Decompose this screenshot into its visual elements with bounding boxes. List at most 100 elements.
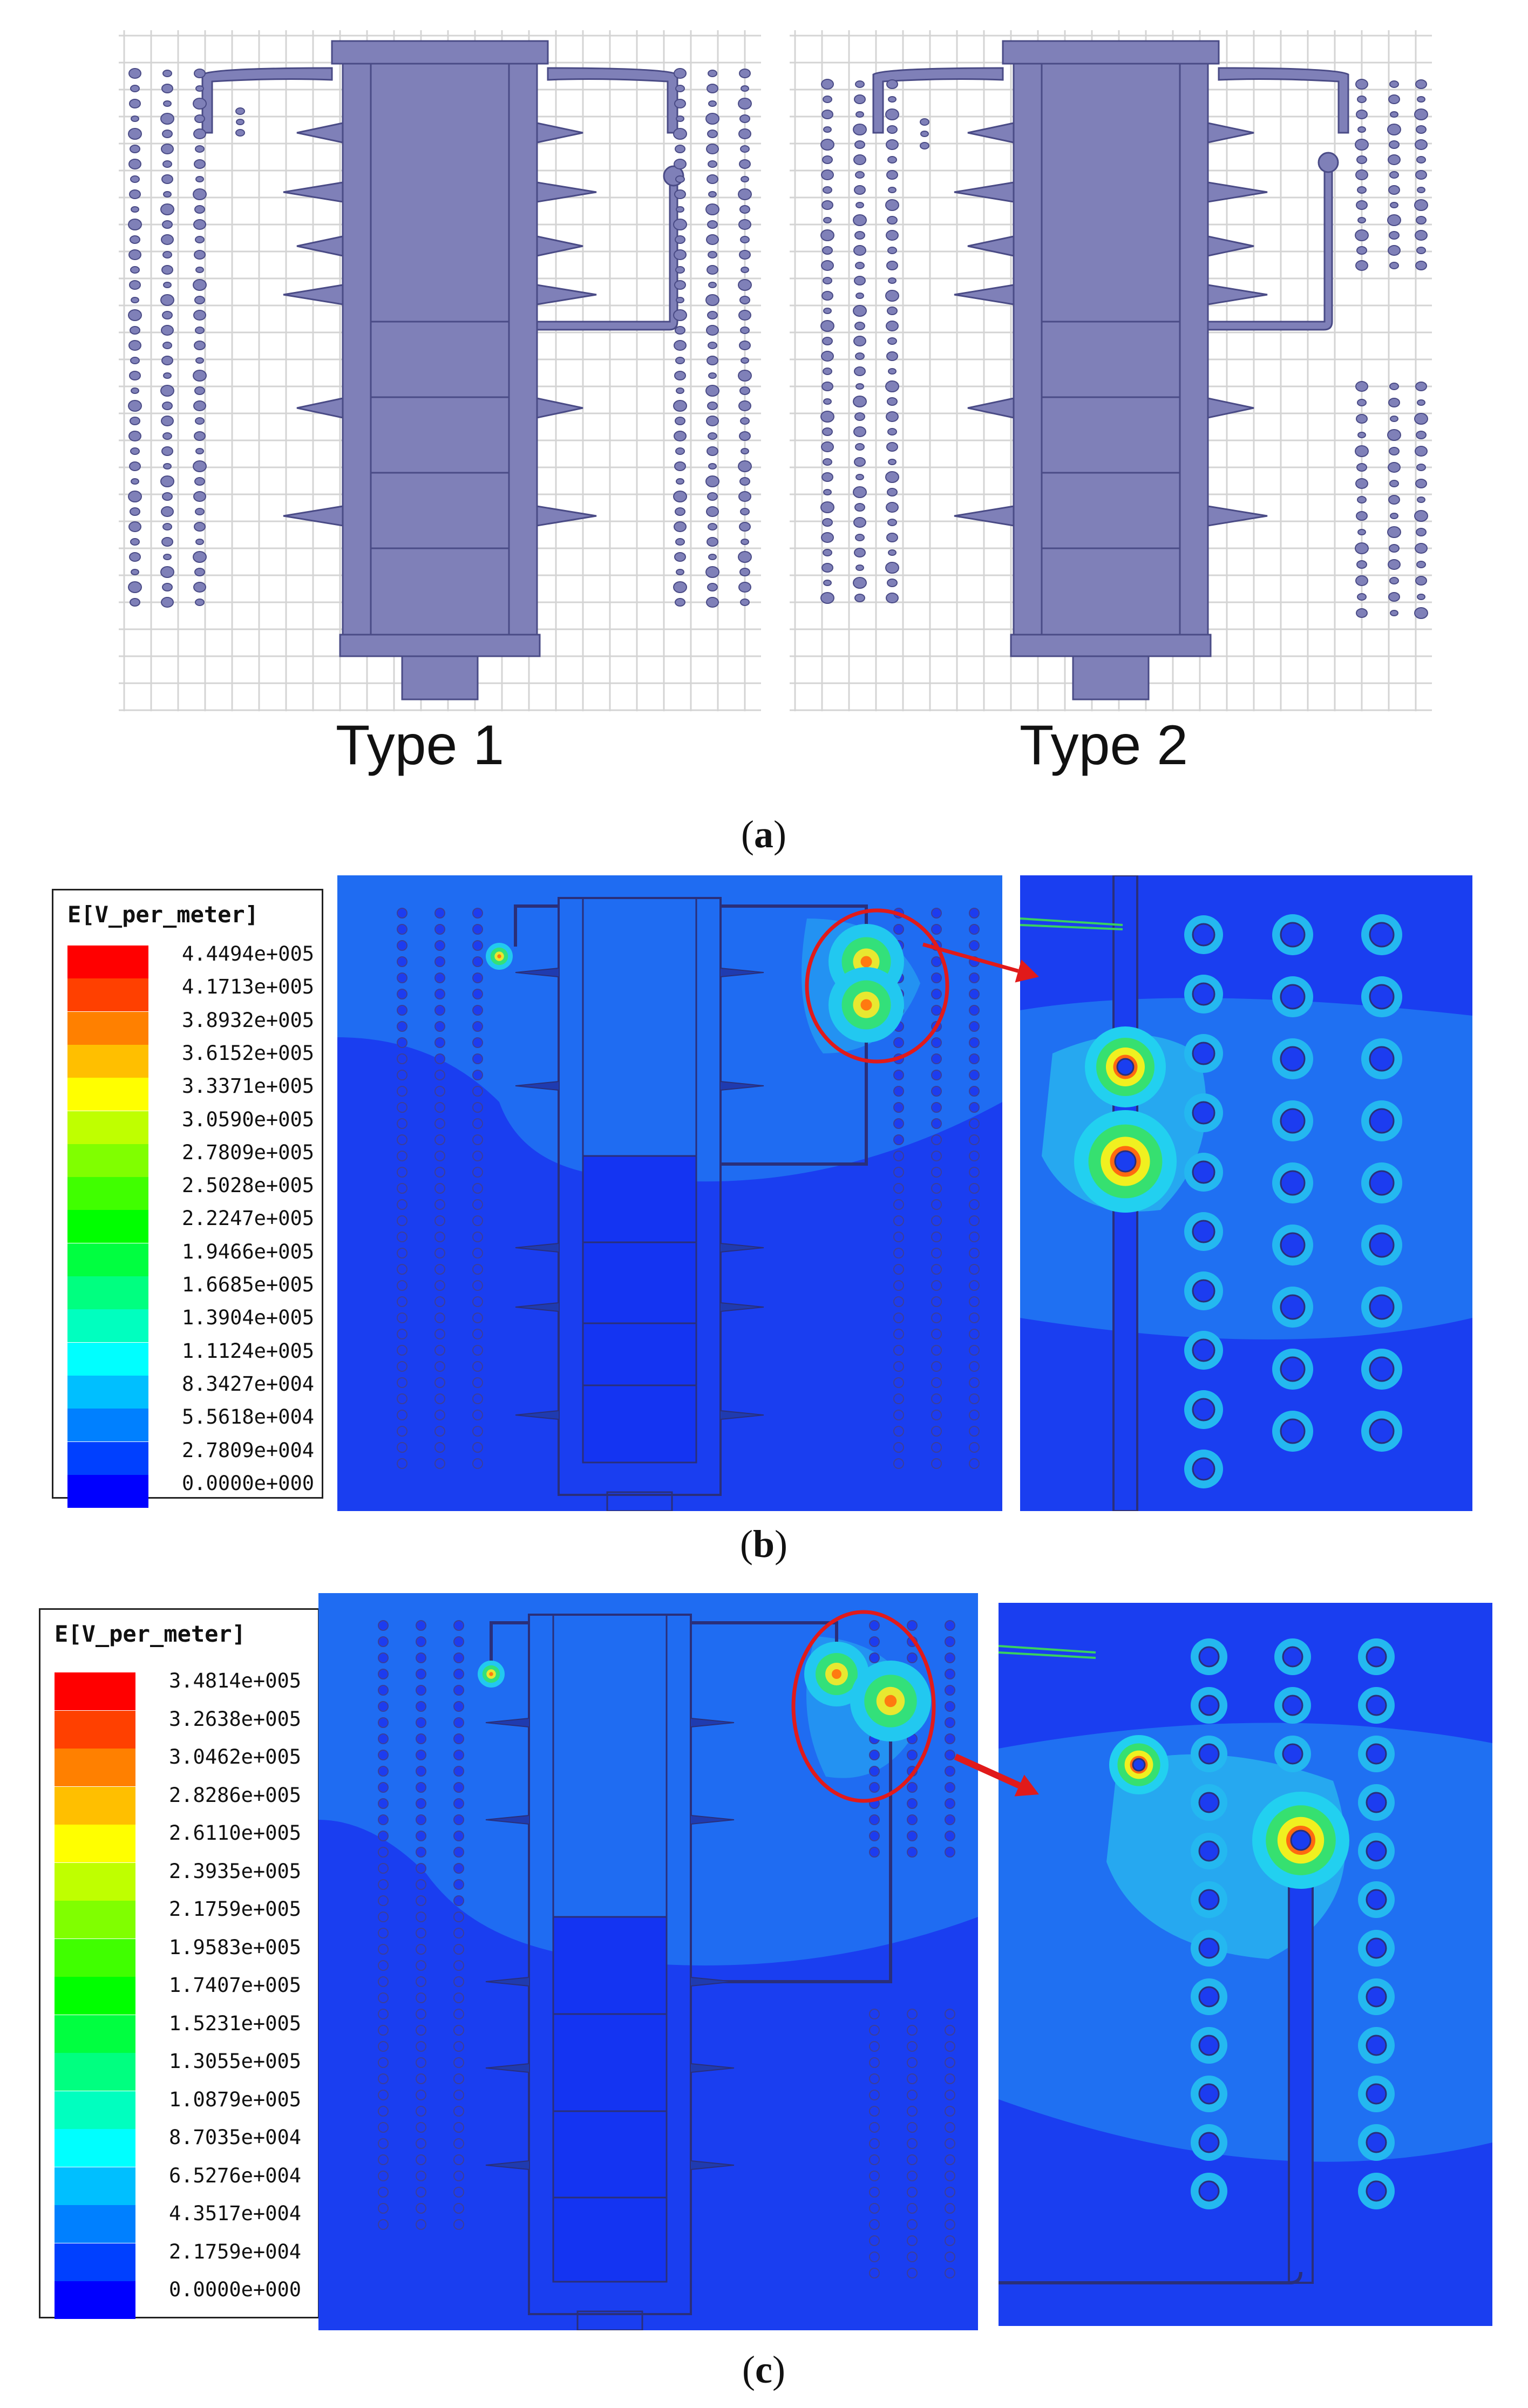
legend-value: 2.1759e+004 — [169, 2240, 302, 2263]
legend-value: 1.9466e+005 — [182, 1240, 315, 1263]
arrow-head — [1014, 1774, 1039, 1797]
type2-geometry — [790, 30, 1432, 711]
legend-value: 2.1759e+005 — [169, 1897, 302, 1921]
legend-swatch — [55, 1825, 135, 1862]
legend-value: 3.2638e+005 — [169, 1707, 302, 1731]
insulator — [201, 40, 684, 700]
caption-b: (b) — [739, 1522, 787, 1566]
legend-swatch — [67, 1177, 148, 1210]
zoom-arrow — [922, 942, 1039, 983]
arrow-head — [1015, 960, 1039, 983]
legend-swatch — [55, 2205, 135, 2243]
caption-a: (a) — [741, 813, 786, 856]
legend-value: 3.0462e+005 — [169, 1745, 302, 1768]
legend-swatch — [67, 1441, 148, 1475]
legend-value: 1.3904e+005 — [182, 1306, 315, 1330]
legend-swatch — [55, 2243, 135, 2281]
legend-swatch — [67, 1011, 148, 1045]
field-hotspot — [486, 924, 904, 1043]
legend-swatch — [67, 945, 148, 978]
field-zoom-type1 — [1020, 875, 1472, 1511]
legend-value: 1.5231e+005 — [169, 2011, 302, 2035]
legend-value: 1.1124e+005 — [182, 1339, 315, 1363]
legend-value: 1.0879e+005 — [169, 2087, 302, 2111]
legend-value: 3.4814e+005 — [169, 1669, 302, 1692]
field-plot-type1 — [337, 875, 1002, 1511]
conductor-beads — [397, 908, 980, 1469]
legend-swatch — [67, 1474, 148, 1508]
arm-edge — [1020, 917, 1123, 930]
grading-rod — [1288, 1839, 1314, 2284]
conductor-beads — [128, 68, 752, 608]
legend-value: 2.5028e+005 — [182, 1174, 315, 1198]
type1-label: Type 1 — [335, 714, 505, 777]
legend-title: E[V_per_meter] — [55, 1621, 246, 1647]
legend-swatch — [55, 2053, 135, 2091]
field-hotspot — [1074, 1026, 1177, 1213]
arrow-shaft — [922, 942, 1019, 973]
legend-swatch — [67, 1342, 148, 1376]
conductor-beads — [1184, 914, 1402, 1488]
legend-swatch — [67, 1044, 148, 1078]
legend-value: 1.3055e+005 — [169, 2050, 302, 2073]
legend-swatch — [55, 1710, 135, 1749]
legend-swatch — [55, 2129, 135, 2167]
legend-value: 8.7035e+004 — [169, 2126, 302, 2149]
legend-value: 2.8286e+005 — [169, 1783, 302, 1807]
legend-title: E[V_per_meter] — [67, 901, 259, 928]
legend-swatch — [55, 1977, 135, 2015]
legend-swatch — [55, 2281, 135, 2319]
legend-swatch — [67, 1276, 148, 1309]
grading-rod-bend — [999, 2271, 1302, 2284]
legend-value: 2.2247e+005 — [182, 1207, 315, 1230]
legend-swatch — [67, 1111, 148, 1144]
legend-swatch — [55, 2091, 135, 2129]
legend-swatch — [67, 1409, 148, 1442]
legend-value: 3.3371e+005 — [182, 1074, 315, 1098]
type2-label: Type 2 — [1019, 714, 1189, 777]
legend-value: 2.6110e+005 — [169, 1821, 302, 1845]
legend-swatch — [67, 978, 148, 1012]
legend-swatch — [55, 1672, 135, 1710]
legend-value: 1.7407e+005 — [169, 1974, 302, 1997]
legend-value: 8.3427e+004 — [182, 1372, 315, 1396]
arm-edge — [999, 1645, 1096, 1659]
legend-swatch — [55, 1938, 135, 1977]
zoom-arrow — [954, 1753, 1039, 1797]
legend-b: E[V_per_meter] 4.4494e+005 4.1713e+005 3.8… — [52, 889, 323, 1508]
legend-value: 0.0000e+000 — [169, 2278, 302, 2301]
legend-swatch — [55, 2015, 135, 2053]
legend-swatch — [67, 1309, 148, 1343]
legend-swatch — [67, 1144, 148, 1177]
legend-value: 3.6152e+005 — [182, 1041, 315, 1065]
insulator — [872, 40, 1349, 700]
panel-c: E[V_per_meter] 3.4814e+005 3.2638e+005 3.0… — [0, 1587, 1528, 2408]
legend-swatch — [67, 1375, 148, 1409]
legend-swatch — [55, 1749, 135, 1786]
legend-value: 5.5618e+004 — [182, 1405, 315, 1429]
field-zoom-type2 — [999, 1603, 1492, 2326]
field-hotspot — [478, 1642, 931, 1742]
legend-swatch — [67, 1210, 148, 1243]
legend-value: 1.9583e+005 — [169, 1935, 302, 1959]
field-hotspot — [1109, 1735, 1349, 1889]
legend-swatch — [67, 1243, 148, 1276]
legend-value: 6.5276e+004 — [169, 2164, 302, 2187]
legend-c: E[V_per_meter] 3.4814e+005 3.2638e+005 3.0… — [39, 1608, 320, 2319]
insulator-outline — [514, 897, 868, 1511]
legend-value: 4.1713e+005 — [182, 975, 315, 999]
conductor-beads — [378, 1620, 955, 2278]
highlight-ellipse — [791, 1610, 936, 1803]
panel-b: E[V_per_meter] 4.4494e+005 4.1713e+005 3.8… — [0, 858, 1528, 1587]
legend-value: 2.3935e+005 — [169, 1859, 302, 1883]
panel-a: Type 1 Type 2 (a) — [0, 0, 1528, 856]
type1-geometry — [119, 30, 761, 711]
arrow-shaft — [954, 1753, 1021, 1789]
caption-c: (c) — [742, 2348, 785, 2391]
field-plot-type2 — [318, 1593, 978, 2330]
legend-value: 3.8932e+005 — [182, 1008, 315, 1032]
legend-value: 1.6685e+005 — [182, 1273, 315, 1296]
legend-value: 2.7809e+004 — [182, 1438, 315, 1462]
legend-value: 0.0000e+000 — [182, 1471, 315, 1495]
legend-swatch — [67, 1078, 148, 1111]
